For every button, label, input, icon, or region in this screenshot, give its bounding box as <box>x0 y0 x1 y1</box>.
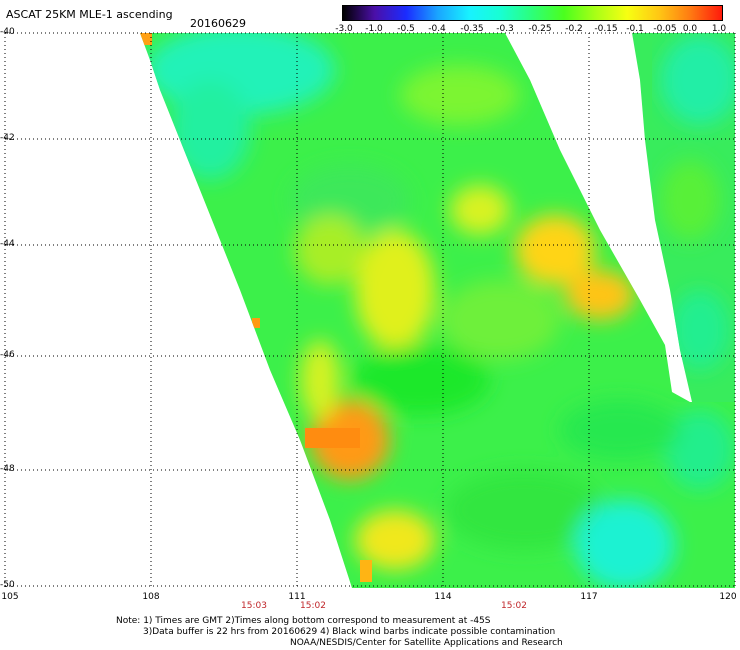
lon-label: 105 <box>1 592 19 602</box>
scale-label: -0.1 <box>626 24 644 34</box>
lat-label: -46 <box>0 350 15 360</box>
time-label: 15:02 <box>300 601 326 611</box>
scale-label: -3.0 <box>335 24 353 34</box>
lon-label: 111 <box>288 592 306 602</box>
lat-label: -42 <box>0 133 15 143</box>
lat-label: -40 <box>0 27 15 37</box>
footer-note-2: 3)Data buffer is 22 hrs from 20160629 4)… <box>143 627 556 637</box>
scale-label: -0.2 <box>565 24 583 34</box>
lat-label: -44 <box>0 239 15 249</box>
scale-label: 0.0 <box>682 24 698 34</box>
scale-label: -0.15 <box>594 24 618 34</box>
lon-label: 114 <box>434 592 452 602</box>
map-title: ASCAT 25KM MLE-1 ascending <box>6 8 173 21</box>
scale-label: -0.3 <box>496 24 514 34</box>
scale-label: -0.35 <box>460 24 484 34</box>
lat-label: -48 <box>0 464 15 474</box>
graticule <box>4 32 736 587</box>
scale-label: -0.5 <box>397 24 415 34</box>
scale-label: 1.0 <box>711 24 727 34</box>
scale-label: -0.4 <box>428 24 446 34</box>
time-label: 15:03 <box>241 601 267 611</box>
lon-label: 120 <box>719 592 737 602</box>
scale-label: -1.0 <box>365 24 383 34</box>
scale-label: -0.25 <box>528 24 552 34</box>
footer-note-1: Note: 1) Times are GMT 2)Times along bot… <box>116 616 491 626</box>
footer-credit: NOAA/NESDIS/Center for Satellite Applica… <box>290 638 563 648</box>
scale-label: -0.05 <box>653 24 677 34</box>
time-label: 15:02 <box>501 601 527 611</box>
lat-label: -50 <box>0 580 15 590</box>
lon-label: 108 <box>142 592 160 602</box>
map-date: 20160629 <box>190 17 246 30</box>
lon-label: 117 <box>580 592 598 602</box>
color-scale-bar <box>342 5 723 21</box>
